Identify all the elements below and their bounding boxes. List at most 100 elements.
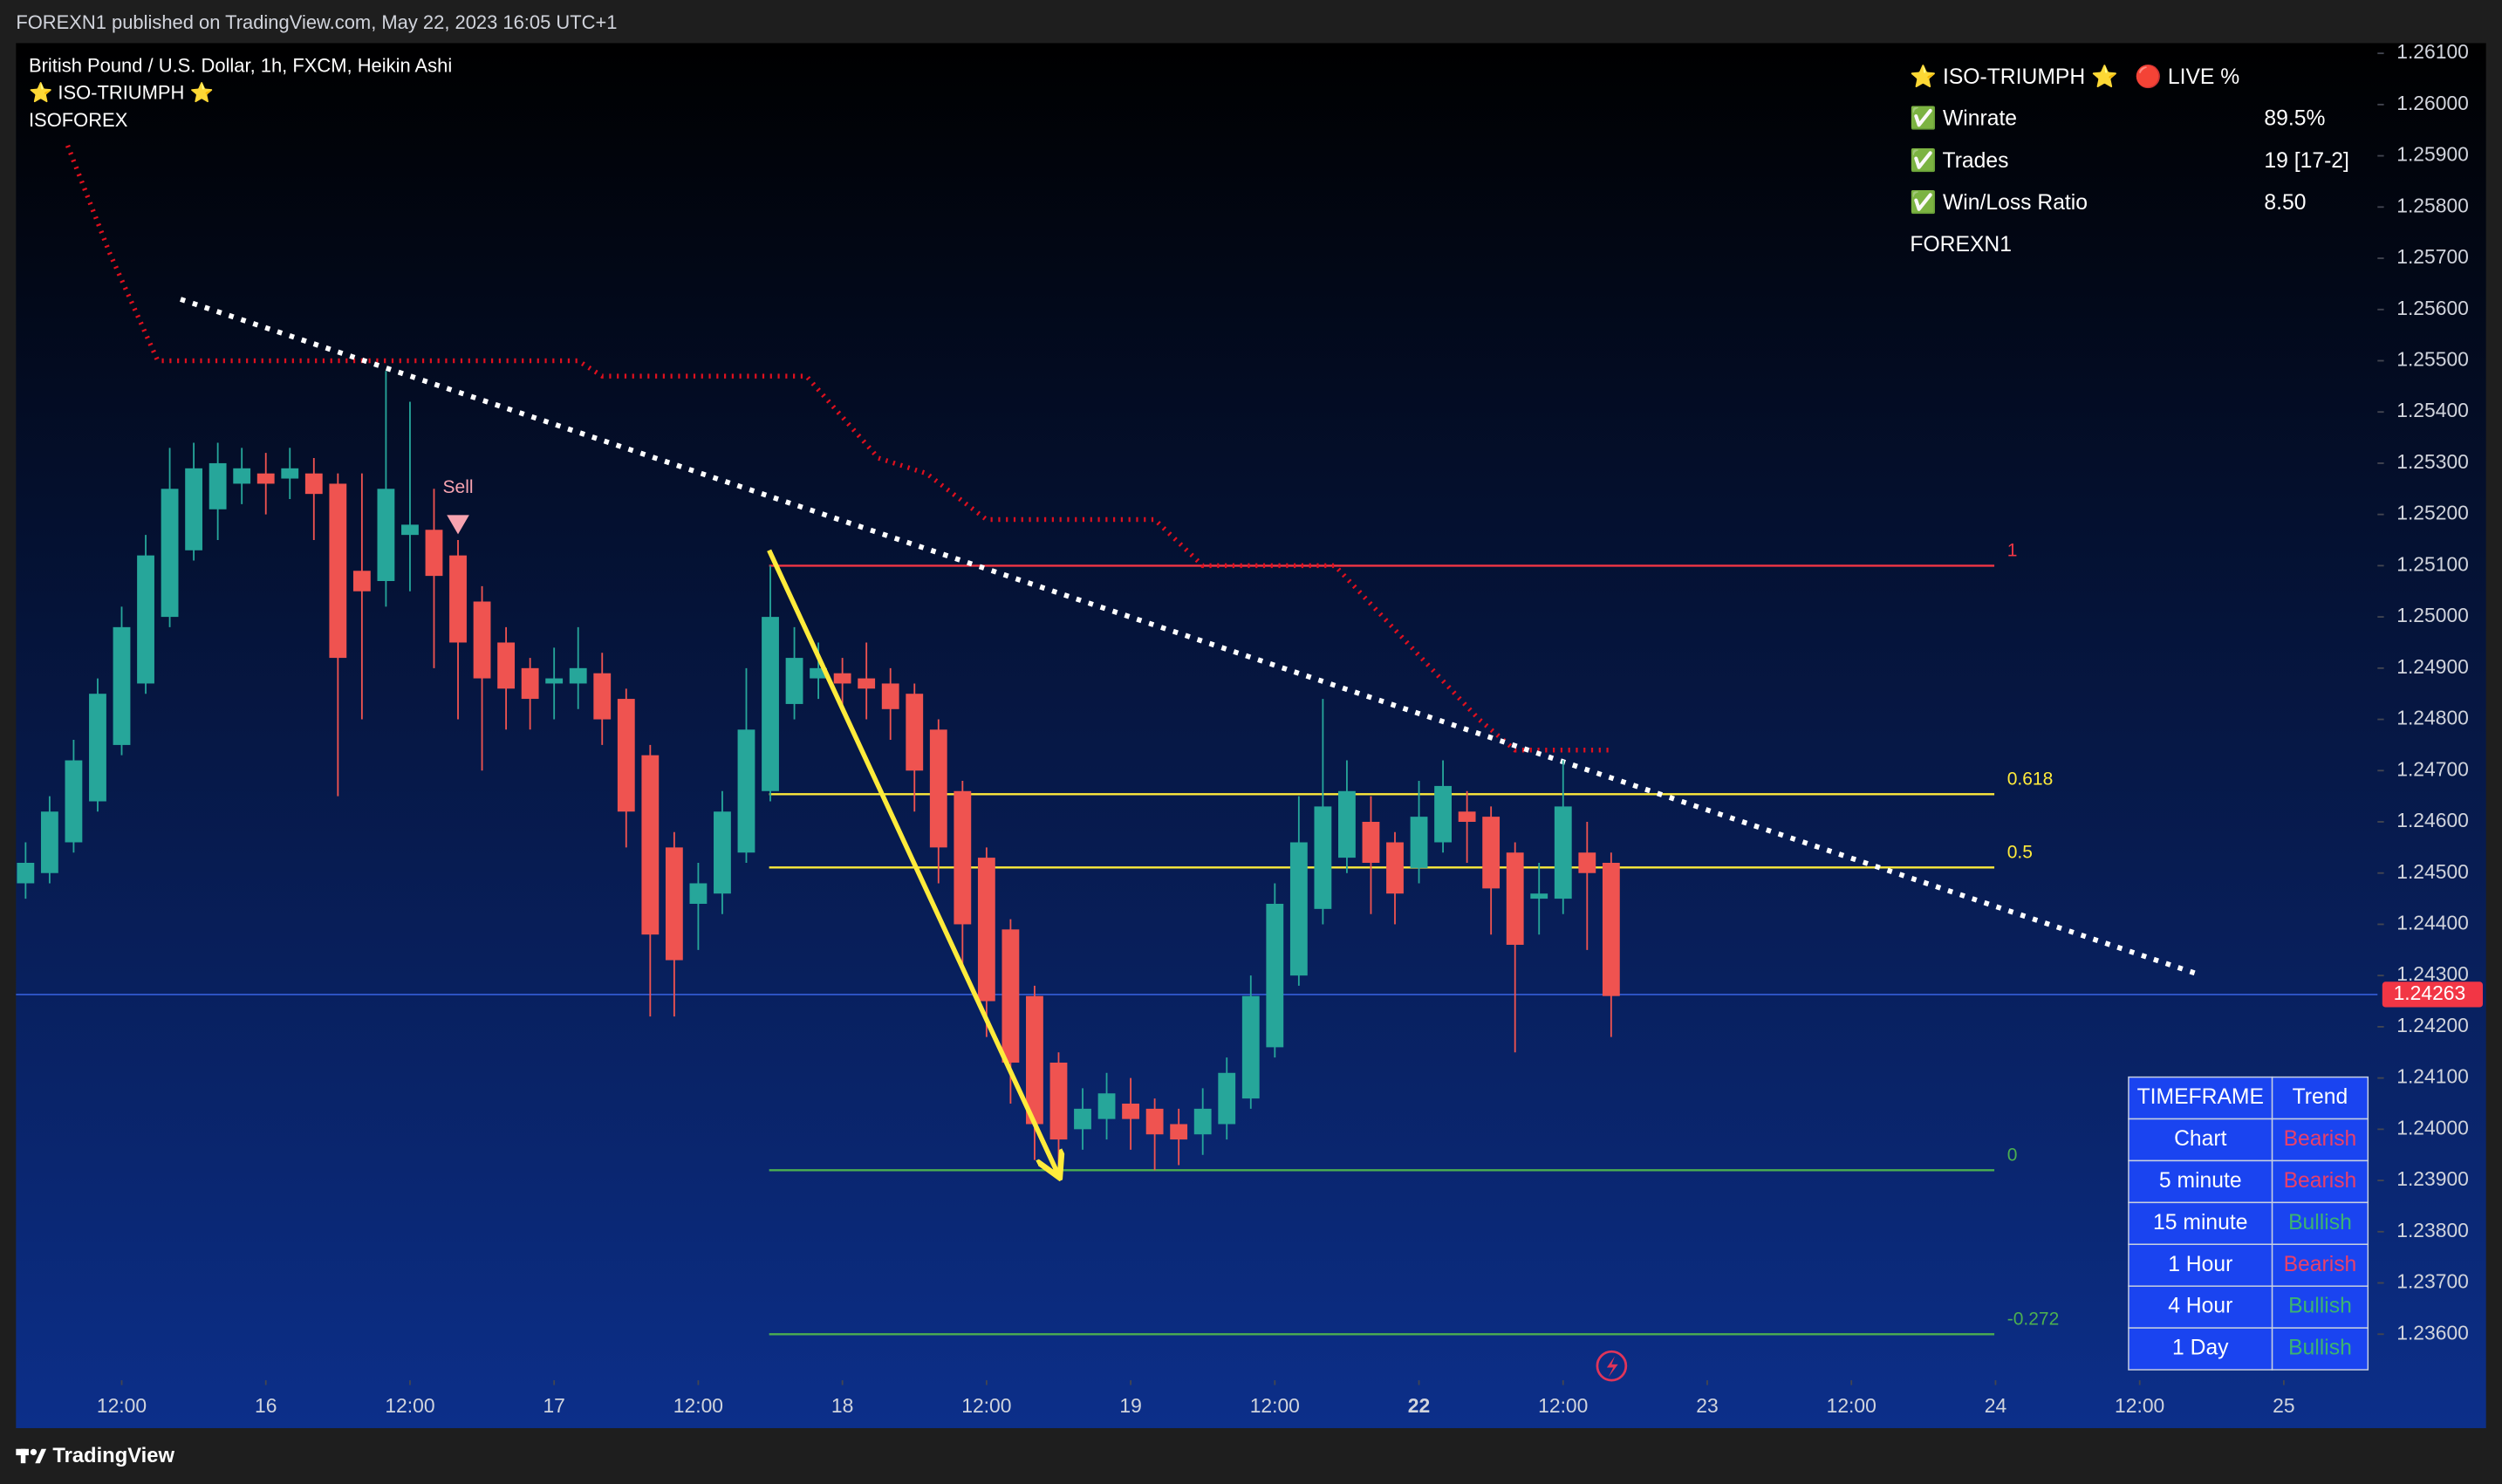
x-tick-label: 25: [2273, 1394, 2294, 1417]
sell-marker: [447, 515, 469, 535]
table-cell: [2271, 1285, 2369, 1329]
candle-body: [1218, 1072, 1236, 1125]
x-tick-label: 23: [1696, 1394, 1718, 1417]
candle-body: [1289, 842, 1308, 976]
candle-body: [665, 847, 683, 961]
candle-body: [304, 473, 323, 495]
candle-body: [281, 468, 299, 479]
candle-body: [906, 694, 924, 771]
candle-body: [1554, 806, 1572, 899]
candle-body: [1266, 903, 1284, 1048]
fib-label: 1: [2007, 540, 2018, 560]
y-tick-label: 1.25200: [2396, 502, 2469, 524]
table-cell: [2271, 1327, 2369, 1371]
x-tick-label: 12:00: [961, 1394, 1011, 1417]
y-tick-label: 1.25500: [2396, 348, 2469, 371]
x-tick-label: 19: [1119, 1394, 1141, 1417]
candle-body: [1410, 817, 1428, 868]
panel-row-label: ✅ Trades: [1910, 147, 2008, 173]
y-tick-label: 1.24000: [2396, 1116, 2469, 1139]
candle-body: [545, 678, 564, 684]
candle-body: [833, 673, 851, 684]
table-cell: [2128, 1327, 2273, 1371]
candle-body: [89, 694, 106, 802]
y-tick-label: 1.25900: [2396, 143, 2469, 166]
candle-body: [1482, 817, 1501, 889]
candle-body: [497, 642, 516, 689]
panel-row-label: ✅ Winrate: [1910, 106, 2017, 131]
arrow: [767, 549, 1059, 1175]
table-cell: [2128, 1076, 2273, 1120]
panel-row-label: ✅ Win/Loss Ratio: [1910, 189, 2088, 215]
candle-body: [185, 468, 203, 551]
candle-body: [65, 760, 83, 843]
candle-body: [449, 555, 467, 643]
candle-body: [737, 729, 755, 853]
fib-label: 0.5: [2007, 842, 2033, 862]
candle-body: [401, 524, 419, 536]
candle-body: [641, 755, 660, 935]
fib-label: -0.272: [2007, 1309, 2060, 1329]
table-cell-text: TIMEFRAME: [2137, 1085, 2264, 1109]
plot: 1.26100 1.26000 1.25900 1.25800 1.25700 1.256…: [16, 40, 2484, 1417]
x-tick-label: 18: [831, 1394, 853, 1417]
candle-body: [329, 483, 347, 659]
candle-body: [1122, 1103, 1139, 1119]
candle-body: [352, 571, 371, 592]
fib-label: 0.618: [2007, 769, 2054, 789]
candle-body: [137, 555, 154, 684]
candle-body: [161, 489, 179, 618]
candle-body: [977, 858, 995, 1002]
footer-brand: TradingView: [52, 1444, 174, 1467]
table-cell: [2128, 1285, 2273, 1329]
x-tick-label: 12:00: [2115, 1394, 2164, 1417]
candle-body: [256, 473, 275, 484]
panel-row-value: 8.50: [2264, 191, 2306, 215]
candle-body: [473, 601, 491, 679]
legend-text: ISOFOREX: [29, 109, 128, 131]
table-cell-text: Bearish: [2284, 1169, 2357, 1193]
table-cell: [2271, 1243, 2369, 1287]
y-tick-label: 1.24200: [2396, 1014, 2469, 1036]
table-cell-text: Bullish: [2288, 1337, 2352, 1360]
table-cell-text: Bullish: [2288, 1295, 2352, 1318]
panel-status: 🔴 LIVE %: [2135, 64, 2239, 89]
y-tick-label: 1.25400: [2396, 399, 2469, 421]
panel-row-value: 89.5%: [2264, 107, 2325, 131]
table-cell-text: Bullish: [2288, 1211, 2352, 1234]
table-cell-text: 1 Hour: [2168, 1253, 2232, 1276]
legend-text: British Pound / U.S. Dollar, 1h, FXCM, H…: [29, 55, 452, 77]
table-cell: [2271, 1201, 2369, 1246]
fib-label: 0: [2007, 1145, 2018, 1165]
panel-title: ⭐ ISO-TRIUMPH ⭐: [1910, 64, 2117, 89]
candle-body: [521, 667, 539, 700]
candle-body: [1074, 1108, 1091, 1130]
panel-row-value: 19 [17-2]: [2264, 149, 2348, 173]
y-tick-label: 1.23700: [2396, 1270, 2469, 1293]
last-price-badge: [2382, 981, 2484, 1008]
table-cell: [2271, 1118, 2369, 1162]
candle-body: [810, 667, 828, 679]
y-tick-label: 1.24400: [2396, 911, 2469, 933]
candle-body: [593, 673, 612, 720]
y-tick-label: 1.24100: [2396, 1065, 2469, 1088]
y-tick-label: 1.25600: [2396, 297, 2469, 319]
candle-body: [1097, 1093, 1116, 1119]
y-tick-label: 1.26100: [2396, 40, 2469, 63]
candle-body: [1362, 822, 1380, 863]
signal-label: Sell: [443, 477, 474, 497]
y-tick-label: 1.25700: [2396, 245, 2469, 268]
y-tick-label: 1.24600: [2396, 809, 2469, 831]
candle-body: [617, 699, 635, 812]
candle-body: [1145, 1108, 1164, 1135]
y-tick-label: 1.24500: [2396, 860, 2469, 883]
candle-body: [762, 617, 779, 791]
table-cell-text: Bearish: [2284, 1253, 2357, 1276]
y-tick-label: 1.26000: [2396, 92, 2469, 114]
x-tick-label: 16: [255, 1394, 277, 1417]
alert-icon-bolt: [1606, 1356, 1618, 1378]
x-tick-label: 12:00: [385, 1394, 434, 1417]
candle-body: [113, 626, 131, 745]
table-cell-text: Chart: [2174, 1127, 2227, 1151]
